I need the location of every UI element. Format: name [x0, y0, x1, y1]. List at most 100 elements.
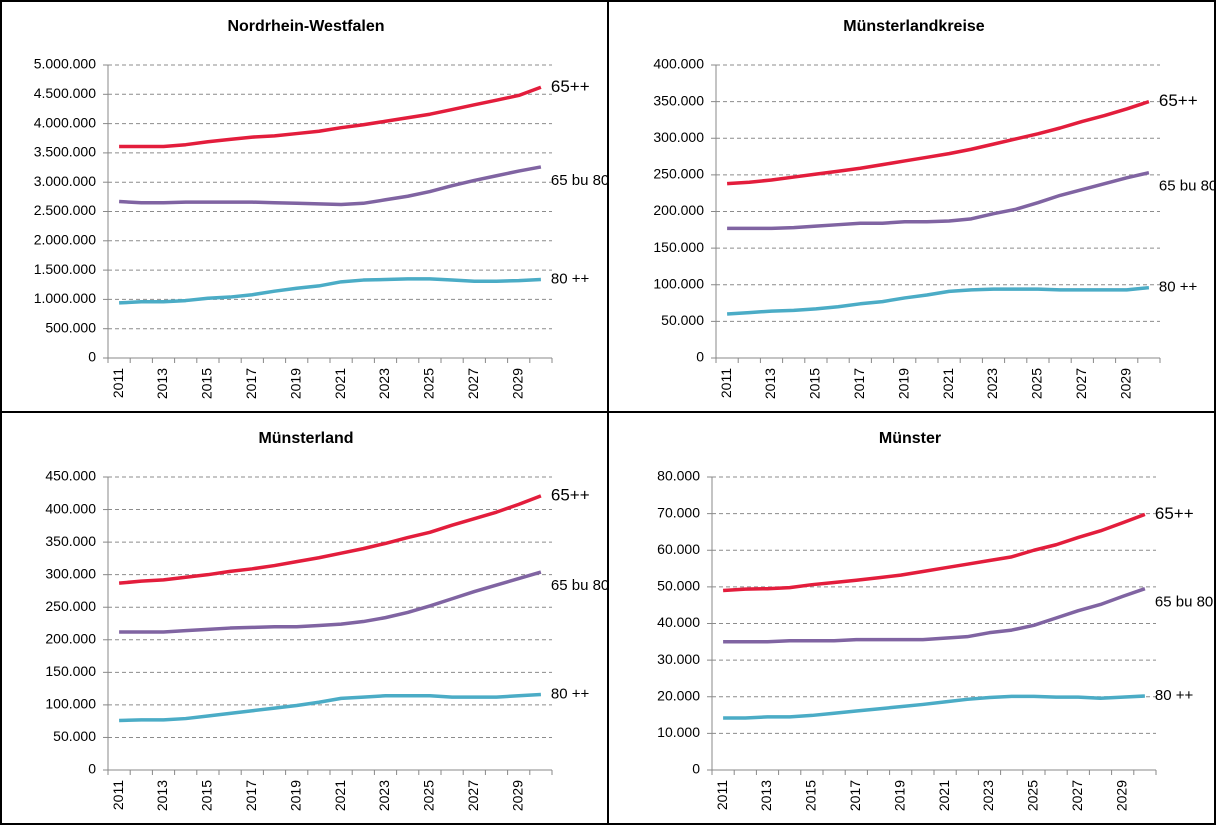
x-tick-label: 2023	[376, 780, 392, 811]
y-tick-label: 500.000	[45, 319, 96, 335]
y-tick-label: 450.000	[45, 468, 96, 484]
y-tick-label: 50.000	[657, 578, 700, 594]
x-tick-label: 2021	[940, 368, 956, 399]
x-tick-label: 2027	[465, 780, 481, 811]
x-tick-label: 2027	[465, 368, 481, 399]
y-tick-label: 40.000	[657, 614, 700, 630]
y-tick-label: 0	[696, 349, 704, 365]
series-label: 65++	[551, 77, 590, 96]
x-tick-label: 2015	[199, 368, 215, 399]
series-label: 80 ++	[1155, 687, 1194, 704]
y-tick-label: 350.000	[45, 533, 96, 549]
x-tick-label: 2013	[154, 780, 170, 811]
chart-title: Münsterlandkreise	[843, 18, 984, 35]
x-tick-label: 2015	[199, 780, 215, 811]
x-tick-label: 2019	[891, 780, 907, 811]
x-tick-label: 2025	[1029, 368, 1045, 399]
series-line	[726, 285, 1150, 316]
x-tick-label: 2017	[243, 368, 259, 399]
y-tick-label: 100.000	[45, 696, 96, 712]
y-tick-label: 300.000	[653, 129, 704, 145]
series-label: 80 ++	[551, 685, 590, 702]
chart-title: Münsterland	[258, 430, 353, 447]
y-tick-label: 200.000	[653, 202, 704, 218]
x-tick-label: 2023	[984, 368, 1000, 399]
y-tick-label: 2.500.000	[34, 202, 96, 218]
series-label: 65++	[551, 485, 590, 504]
y-tick-label: 400.000	[45, 500, 96, 516]
series-label: 65 bu 80	[1155, 594, 1213, 611]
series-line	[722, 512, 1146, 593]
y-tick-label: 0	[88, 349, 96, 365]
x-tick-label: 2027	[1073, 368, 1089, 399]
y-tick-label: 50.000	[53, 728, 96, 744]
series-line	[727, 170, 1150, 231]
series-line	[119, 570, 542, 634]
series-line	[723, 694, 1145, 720]
x-tick-label: 2023	[980, 780, 996, 811]
x-tick-label: 2013	[762, 368, 778, 399]
x-tick-label: 2013	[758, 780, 774, 811]
x-tick-label: 2021	[936, 780, 952, 811]
series-line	[723, 587, 1146, 644]
y-tick-label: 350.000	[653, 92, 704, 108]
x-tick-label: 2015	[803, 780, 819, 811]
y-tick-label: 20.000	[657, 687, 700, 703]
series-label: 65++	[1159, 91, 1198, 110]
x-tick-label: 2025	[421, 368, 437, 399]
series-label: 65 bu 80	[551, 172, 609, 189]
y-tick-label: 150.000	[653, 239, 704, 255]
x-tick-label: 2011	[718, 368, 734, 398]
y-tick-label: 50.000	[661, 312, 704, 328]
y-tick-label: 4.500.000	[34, 85, 96, 101]
y-tick-label: 3.000.000	[34, 173, 96, 189]
x-tick-label: 2027	[1069, 780, 1085, 811]
y-tick-label: 3.500.000	[34, 144, 96, 160]
y-tick-label: 30.000	[657, 651, 700, 667]
x-tick-label: 2011	[714, 780, 730, 810]
x-tick-label: 2025	[421, 780, 437, 811]
y-tick-label: 200.000	[45, 630, 96, 646]
x-tick-label: 2021	[332, 780, 348, 811]
series-label: 80 ++	[1159, 279, 1198, 296]
x-tick-label: 2029	[509, 368, 525, 399]
x-tick-label: 2029	[1117, 368, 1133, 399]
series-line	[726, 99, 1150, 186]
chart-title: Münster	[879, 430, 941, 447]
series-line	[119, 692, 542, 723]
y-tick-label: 0	[692, 761, 700, 777]
x-tick-label: 2025	[1025, 780, 1041, 811]
y-tick-label: 10.000	[657, 724, 700, 740]
x-tick-label: 2023	[376, 368, 392, 399]
y-tick-label: 80.000	[657, 468, 700, 484]
y-tick-label: 0	[88, 761, 96, 777]
series-label: 65 bu 80	[1159, 178, 1216, 195]
y-tick-label: 150.000	[45, 663, 96, 679]
y-tick-label: 100.000	[653, 275, 704, 291]
y-tick-label: 4.000.000	[34, 114, 96, 130]
y-tick-label: 250.000	[653, 166, 704, 182]
y-tick-label: 2.000.000	[34, 232, 96, 248]
series-line	[119, 85, 542, 149]
series-line	[119, 165, 542, 207]
x-tick-label: 2019	[895, 368, 911, 399]
series-label: 65 bu 80	[551, 577, 609, 594]
chart-title: Nordrhein-Westfalen	[227, 18, 384, 35]
y-tick-label: 1.500.000	[34, 261, 96, 277]
x-tick-label: 2029	[1113, 780, 1129, 811]
x-tick-label: 2017	[243, 780, 259, 811]
x-tick-label: 2021	[332, 368, 348, 399]
x-tick-label: 2019	[287, 780, 303, 811]
x-tick-label: 2029	[509, 780, 525, 811]
series-line	[118, 494, 542, 585]
y-tick-label: 1.000.000	[34, 290, 96, 306]
y-tick-label: 300.000	[45, 565, 96, 581]
x-tick-label: 2015	[807, 368, 823, 399]
x-tick-label: 2013	[154, 368, 170, 399]
x-tick-label: 2017	[847, 780, 863, 811]
x-tick-label: 2011	[110, 368, 126, 398]
x-tick-label: 2019	[287, 368, 303, 399]
x-tick-label: 2011	[110, 780, 126, 810]
y-tick-label: 400.000	[653, 56, 704, 72]
